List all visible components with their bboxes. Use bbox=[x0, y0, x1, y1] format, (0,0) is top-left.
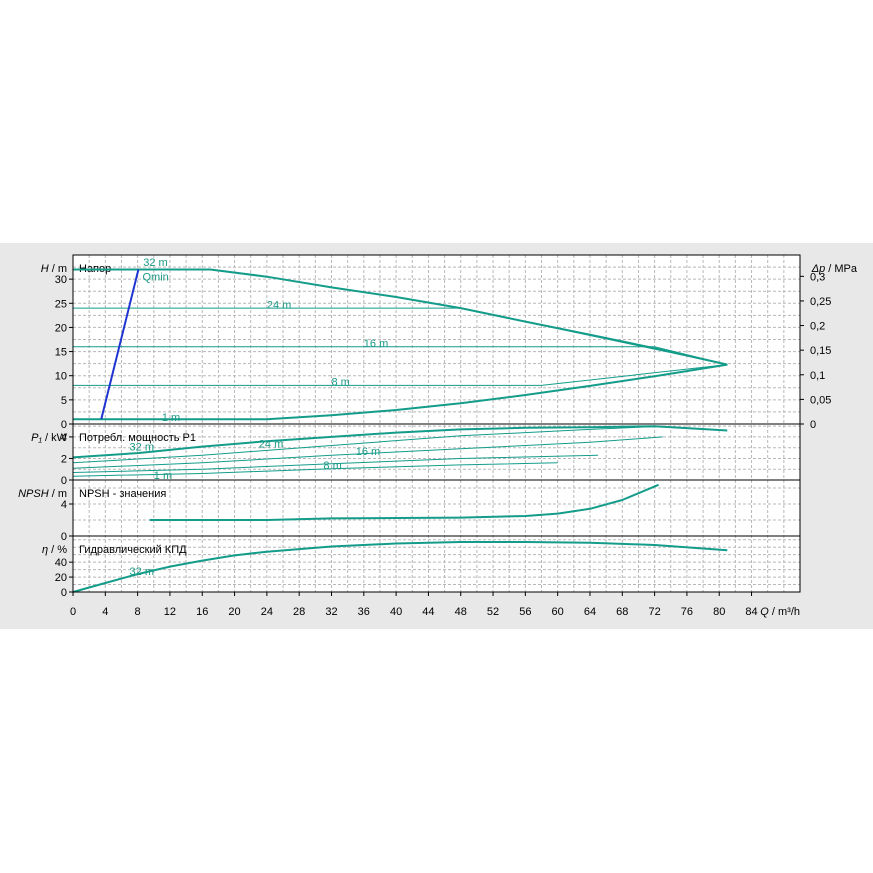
power-axis-label: P₁ / kW bbox=[31, 432, 67, 444]
head-series-label: 1 m bbox=[162, 412, 180, 424]
power-series-label: 32 m bbox=[130, 442, 154, 454]
head-ytick-label: 15 bbox=[55, 347, 67, 359]
head-ytick-label: 20 bbox=[55, 322, 67, 334]
head-series-line bbox=[73, 363, 728, 421]
npsh-axis-label: NPSH / m bbox=[18, 488, 67, 500]
power-axis-label-unit: / kW bbox=[42, 432, 68, 444]
x-axis-label-symbol: Q bbox=[760, 606, 769, 618]
right-axis-label: Δp / MPa bbox=[811, 263, 858, 275]
head-ytick-label: 0 bbox=[61, 419, 67, 431]
power-series-line bbox=[72, 425, 728, 459]
x-axis-label-unit: / m³/h bbox=[769, 606, 800, 618]
head-ytick-label: 5 bbox=[61, 395, 67, 407]
eff-series-line bbox=[72, 541, 728, 593]
power-axis-label-symbol: P₁ bbox=[31, 432, 42, 444]
head-series-line bbox=[73, 364, 728, 386]
head-series-line bbox=[73, 268, 728, 366]
xtick-label: 4 bbox=[102, 606, 108, 618]
npsh-axis-label-unit: / m bbox=[49, 488, 67, 500]
power-panel-title: Потребл. мощность P1 bbox=[79, 432, 196, 444]
xtick-label: 40 bbox=[390, 606, 402, 618]
xtick-label: 60 bbox=[552, 606, 564, 618]
power-series-label: 16 m bbox=[356, 446, 380, 458]
right-ytick-label: 0,15 bbox=[810, 345, 831, 357]
xtick-label: 56 bbox=[519, 606, 531, 618]
eff-axis-label: η / % bbox=[42, 544, 67, 556]
eff-panel-title: Гидравлический КПД bbox=[79, 544, 187, 556]
xtick-label: 72 bbox=[648, 606, 660, 618]
npsh-series-line bbox=[149, 483, 659, 521]
head-ytick-label: 25 bbox=[55, 298, 67, 310]
power-series-line bbox=[72, 425, 663, 464]
right-ytick-label: 0,25 bbox=[810, 296, 831, 308]
power-ytick-label: 0 bbox=[61, 475, 67, 487]
xtick-label: 8 bbox=[135, 606, 141, 618]
power-ytick-label: 2 bbox=[61, 453, 67, 465]
xtick-label: 84 bbox=[745, 606, 757, 618]
npsh-panel-title: NPSH - значения bbox=[79, 488, 166, 500]
eff-ytick-label: 20 bbox=[55, 572, 67, 584]
xtick-label: 68 bbox=[616, 606, 628, 618]
right-axis-label-symbol: Δp bbox=[811, 263, 826, 275]
npsh-ytick-label: 4 bbox=[61, 499, 67, 511]
right-axis-label-unit: / MPa bbox=[825, 263, 858, 275]
head-series-label: 24 m bbox=[267, 299, 291, 311]
xtick-label: 16 bbox=[196, 606, 208, 618]
head-series-label: 16 m bbox=[364, 338, 388, 350]
x-axis-label: Q / m³/h bbox=[760, 606, 800, 618]
xtick-label: 44 bbox=[422, 606, 434, 618]
xtick-label: 64 bbox=[584, 606, 596, 618]
xtick-label: 52 bbox=[487, 606, 499, 618]
qmin-line bbox=[100, 269, 140, 420]
head-series-line bbox=[73, 346, 728, 366]
power-series-line bbox=[72, 462, 558, 477]
xtick-label: 12 bbox=[164, 606, 176, 618]
xtick-label: 76 bbox=[681, 606, 693, 618]
power-series-label: 8 m bbox=[323, 460, 341, 472]
xtick-label: 36 bbox=[358, 606, 370, 618]
eff-series-label: 32 m bbox=[130, 566, 154, 578]
power-series-line bbox=[72, 454, 599, 473]
head-axis-label: H / m bbox=[41, 263, 67, 275]
power-series-label: 1 m bbox=[154, 470, 172, 482]
head-axis-label-unit: / m bbox=[49, 263, 67, 275]
power-ytick-label: 4 bbox=[61, 432, 67, 444]
eff-ytick-label: 0 bbox=[61, 587, 67, 599]
head-series-line bbox=[73, 307, 728, 366]
eff-ytick-label: 40 bbox=[55, 557, 67, 569]
npsh-axis-label-symbol: NPSH bbox=[18, 488, 49, 500]
right-ytick-label: 0,1 bbox=[810, 370, 825, 382]
head-axis-label-symbol: H bbox=[41, 263, 49, 275]
right-ytick-label: 0,3 bbox=[810, 271, 825, 283]
right-ytick-label: 0 bbox=[810, 419, 816, 431]
right-ytick-label: 0,2 bbox=[810, 321, 825, 333]
xtick-label: 24 bbox=[261, 606, 273, 618]
qmin-label: Qmin bbox=[142, 272, 168, 284]
xtick-label: 20 bbox=[228, 606, 240, 618]
head-ytick-label: 10 bbox=[55, 371, 67, 383]
xtick-label: 48 bbox=[455, 606, 467, 618]
head-series-label: 32 m bbox=[143, 257, 167, 269]
eff-panel-frame bbox=[72, 535, 801, 593]
power-series-line bbox=[72, 436, 663, 469]
eff-axis-label-symbol: η bbox=[42, 544, 48, 556]
right-ytick-label: 0,05 bbox=[810, 394, 831, 406]
xtick-label: 80 bbox=[713, 606, 725, 618]
head-ytick-label: 30 bbox=[55, 274, 67, 286]
xtick-label: 28 bbox=[293, 606, 305, 618]
xtick-label: 32 bbox=[325, 606, 337, 618]
head-series-label: 8 m bbox=[331, 377, 349, 389]
eff-axis-label-unit: / % bbox=[48, 544, 67, 556]
xtick-label: 0 bbox=[70, 606, 76, 618]
power-series-label: 24 m bbox=[259, 438, 283, 450]
npsh-ytick-label: 0 bbox=[61, 531, 67, 543]
